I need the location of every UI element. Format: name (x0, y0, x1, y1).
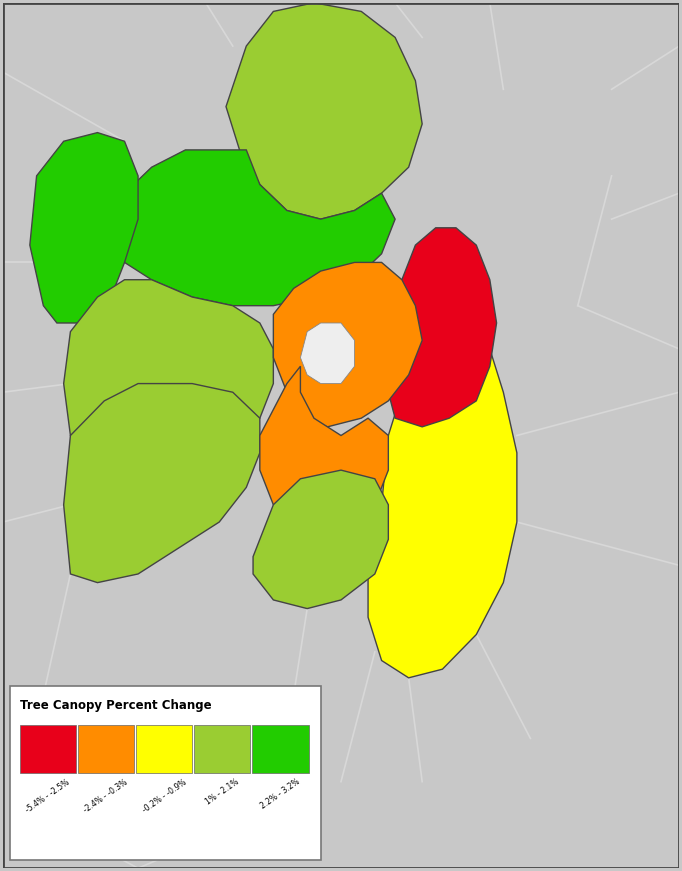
FancyBboxPatch shape (10, 686, 321, 860)
Bar (78, 726, 134, 773)
Text: -2.4% - -0.3%: -2.4% - -0.3% (83, 777, 130, 814)
Polygon shape (226, 3, 422, 219)
Bar (20, 726, 76, 773)
Polygon shape (368, 349, 517, 678)
Polygon shape (63, 383, 260, 583)
Polygon shape (273, 262, 422, 427)
Text: -5.4% - -2.5%: -5.4% - -2.5% (24, 777, 72, 814)
Bar (252, 726, 308, 773)
Polygon shape (63, 280, 273, 470)
Polygon shape (260, 367, 388, 530)
Text: Tree Canopy Percent Change: Tree Canopy Percent Change (20, 699, 211, 712)
Polygon shape (30, 132, 138, 323)
Bar (136, 726, 192, 773)
Polygon shape (253, 470, 388, 609)
Text: 1% - 2.1%: 1% - 2.1% (204, 777, 241, 807)
Polygon shape (388, 228, 496, 427)
Text: 2.2% - 3.2%: 2.2% - 3.2% (259, 777, 301, 811)
Polygon shape (118, 150, 395, 306)
Text: -0.2% - -0.9%: -0.2% - -0.9% (140, 777, 188, 814)
Polygon shape (300, 323, 355, 383)
Bar (194, 726, 250, 773)
